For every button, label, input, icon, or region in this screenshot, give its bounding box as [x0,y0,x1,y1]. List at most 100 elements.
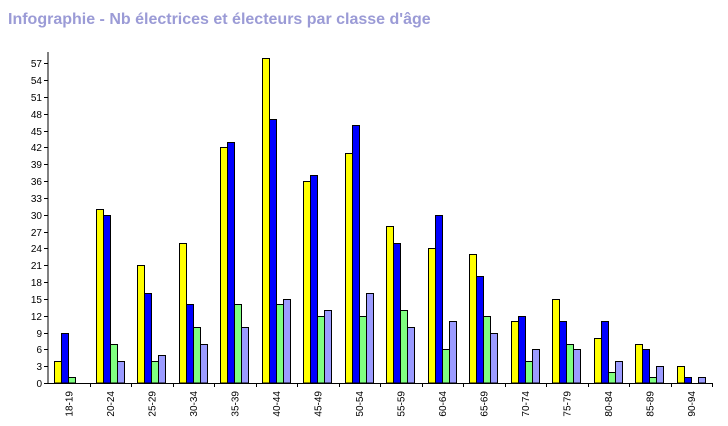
x-tick-label: 30-34 [189,391,200,417]
x-tick-label: 18-19 [64,391,75,417]
x-tick-label: 55-59 [396,391,407,417]
y-tick-label: 6 [36,345,42,356]
bar [345,153,353,384]
bar [137,265,145,384]
bar [469,254,477,384]
bar [400,310,408,384]
bar [511,321,519,384]
bar [573,349,581,384]
bar [483,316,491,384]
y-tick-label: 36 [31,177,43,188]
x-tick-label: 60-64 [438,391,449,417]
bar [428,248,436,384]
bar [117,361,125,384]
y-tick-label: 33 [31,194,43,205]
bar [442,349,450,384]
y-tick-label: 18 [31,278,43,289]
y-tick-label: 24 [31,244,43,255]
bar [366,293,374,384]
y-tick-label: 54 [31,76,43,87]
bar [110,344,118,384]
x-tick-label: 80-84 [604,391,615,417]
bar [193,327,201,384]
y-tick-label: 48 [31,110,43,121]
y-tick-label: 57 [31,59,43,70]
bar [269,119,277,384]
bar [393,243,401,384]
y-tick-label: 9 [36,329,42,340]
y-tick-label: 3 [36,362,42,373]
bar [227,142,235,384]
bar [642,349,650,384]
bar [262,58,270,384]
bar [656,366,664,384]
y-tick-label: 21 [31,261,43,272]
bar [532,349,540,384]
x-tick-label: 85-89 [645,391,656,417]
bar [677,366,685,384]
bar [566,344,574,384]
bar [151,361,159,384]
bar [490,333,498,384]
bar [61,333,69,384]
bar [649,377,657,384]
y-tick-label: 12 [31,312,43,323]
x-tick-label: 45-49 [313,391,324,417]
x-tick-label: 50-54 [355,391,366,417]
x-tick-label: 75-79 [562,391,573,417]
bar [103,215,111,384]
bar [324,310,332,384]
y-tick-label: 30 [31,211,43,222]
bar [200,344,208,384]
bar [518,316,526,384]
chart-title: Infographie - Nb électrices et électeurs… [8,11,431,28]
bar [449,321,457,384]
bar [96,209,104,384]
y-tick-label: 0 [36,379,42,390]
bar [68,377,76,384]
y-tick-label: 39 [31,160,43,171]
bar [435,215,443,384]
bar [476,276,484,384]
bar [552,299,560,384]
bar [220,147,228,384]
bar [283,299,291,384]
x-tick-label: 40-44 [272,391,283,417]
y-tick-label: 45 [31,127,43,138]
bar [601,321,609,384]
x-tick-label: 25-29 [147,391,158,417]
bar [303,181,311,384]
bar [407,327,415,384]
bar [144,293,152,384]
y-tick-label: 42 [31,143,43,154]
x-tick-label: 35-39 [230,391,241,417]
bar [608,372,616,384]
y-tick-label: 15 [31,295,43,306]
bar [594,338,602,384]
bar [310,175,318,384]
x-tick-label: 70-74 [521,391,532,417]
bar [698,377,706,384]
bar [635,344,643,384]
bar [234,304,242,384]
x-tick-label: 90-94 [687,391,698,417]
bar [359,316,367,384]
bar [615,361,623,384]
bar [54,361,62,384]
x-tick-label: 20-24 [106,391,117,417]
bar [352,125,360,384]
y-tick-label: 51 [31,93,43,104]
x-tick-label: 65-69 [479,391,490,417]
bar [241,327,249,384]
bar [276,304,284,384]
y-tick-label: 27 [31,228,43,239]
bar [684,377,692,384]
bar [186,304,194,384]
bar [179,243,187,384]
bar [158,355,166,384]
bar [317,316,325,384]
bar [559,321,567,384]
bar [386,226,394,384]
bar [525,361,533,384]
